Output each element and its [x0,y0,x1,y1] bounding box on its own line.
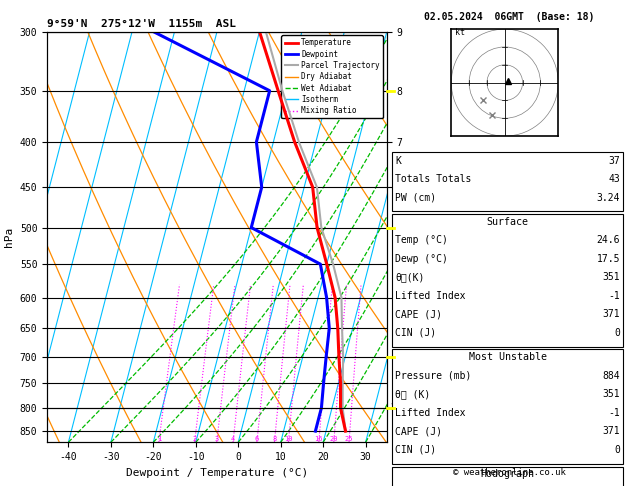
Text: CAPE (J): CAPE (J) [395,426,442,436]
Y-axis label: hPa: hPa [4,227,14,247]
Text: CIN (J): CIN (J) [395,445,436,455]
Text: -1: -1 [608,408,620,418]
Text: Most Unstable: Most Unstable [469,352,547,363]
Text: 37: 37 [608,156,620,166]
Text: θᴇ (K): θᴇ (K) [395,389,430,399]
Text: 43: 43 [608,174,620,185]
Text: 6: 6 [255,436,259,442]
Text: Lifted Index: Lifted Index [395,408,465,418]
Text: 351: 351 [603,389,620,399]
Text: 0: 0 [615,328,620,338]
Text: 2: 2 [192,436,197,442]
Text: Dewp (°C): Dewp (°C) [395,254,448,264]
Y-axis label: km
ASL: km ASL [419,237,437,259]
Text: K: K [395,156,401,166]
Text: 24.6: 24.6 [597,235,620,245]
Text: 884: 884 [603,371,620,381]
Text: 17.5: 17.5 [597,254,620,264]
Text: Hodograph: Hodograph [481,469,535,480]
Text: 4: 4 [231,436,235,442]
Text: 3: 3 [214,436,219,442]
Text: PW (cm): PW (cm) [395,193,436,203]
Text: 371: 371 [603,309,620,319]
Text: 10: 10 [284,436,292,442]
Text: 0: 0 [615,445,620,455]
Text: Pressure (mb): Pressure (mb) [395,371,471,381]
Text: Temp (°C): Temp (°C) [395,235,448,245]
Text: 02.05.2024  06GMT  (Base: 18): 02.05.2024 06GMT (Base: 18) [425,12,594,22]
Text: CIN (J): CIN (J) [395,328,436,338]
Text: 20: 20 [330,436,338,442]
Legend: Temperature, Dewpoint, Parcel Trajectory, Dry Adiabat, Wet Adiabat, Isotherm, Mi: Temperature, Dewpoint, Parcel Trajectory… [281,35,383,118]
Text: 371: 371 [603,426,620,436]
Text: 1: 1 [157,436,161,442]
Text: © weatheronline.co.uk: © weatheronline.co.uk [453,468,566,477]
Text: 25: 25 [345,436,353,442]
Text: CAPE (J): CAPE (J) [395,309,442,319]
Text: θᴇ(K): θᴇ(K) [395,272,425,282]
Text: -1: -1 [608,291,620,301]
Text: 8: 8 [272,436,277,442]
Text: kt: kt [455,28,465,36]
X-axis label: Dewpoint / Temperature (°C): Dewpoint / Temperature (°C) [126,468,308,478]
Text: 3.24: 3.24 [597,193,620,203]
Text: 2LCL: 2LCL [390,403,410,413]
Text: 351: 351 [603,272,620,282]
Text: Totals Totals: Totals Totals [395,174,471,185]
Text: Lifted Index: Lifted Index [395,291,465,301]
Text: 9°59'N  275°12'W  1155m  ASL: 9°59'N 275°12'W 1155m ASL [47,19,236,30]
Text: 16: 16 [314,436,323,442]
Text: Surface: Surface [487,217,528,227]
